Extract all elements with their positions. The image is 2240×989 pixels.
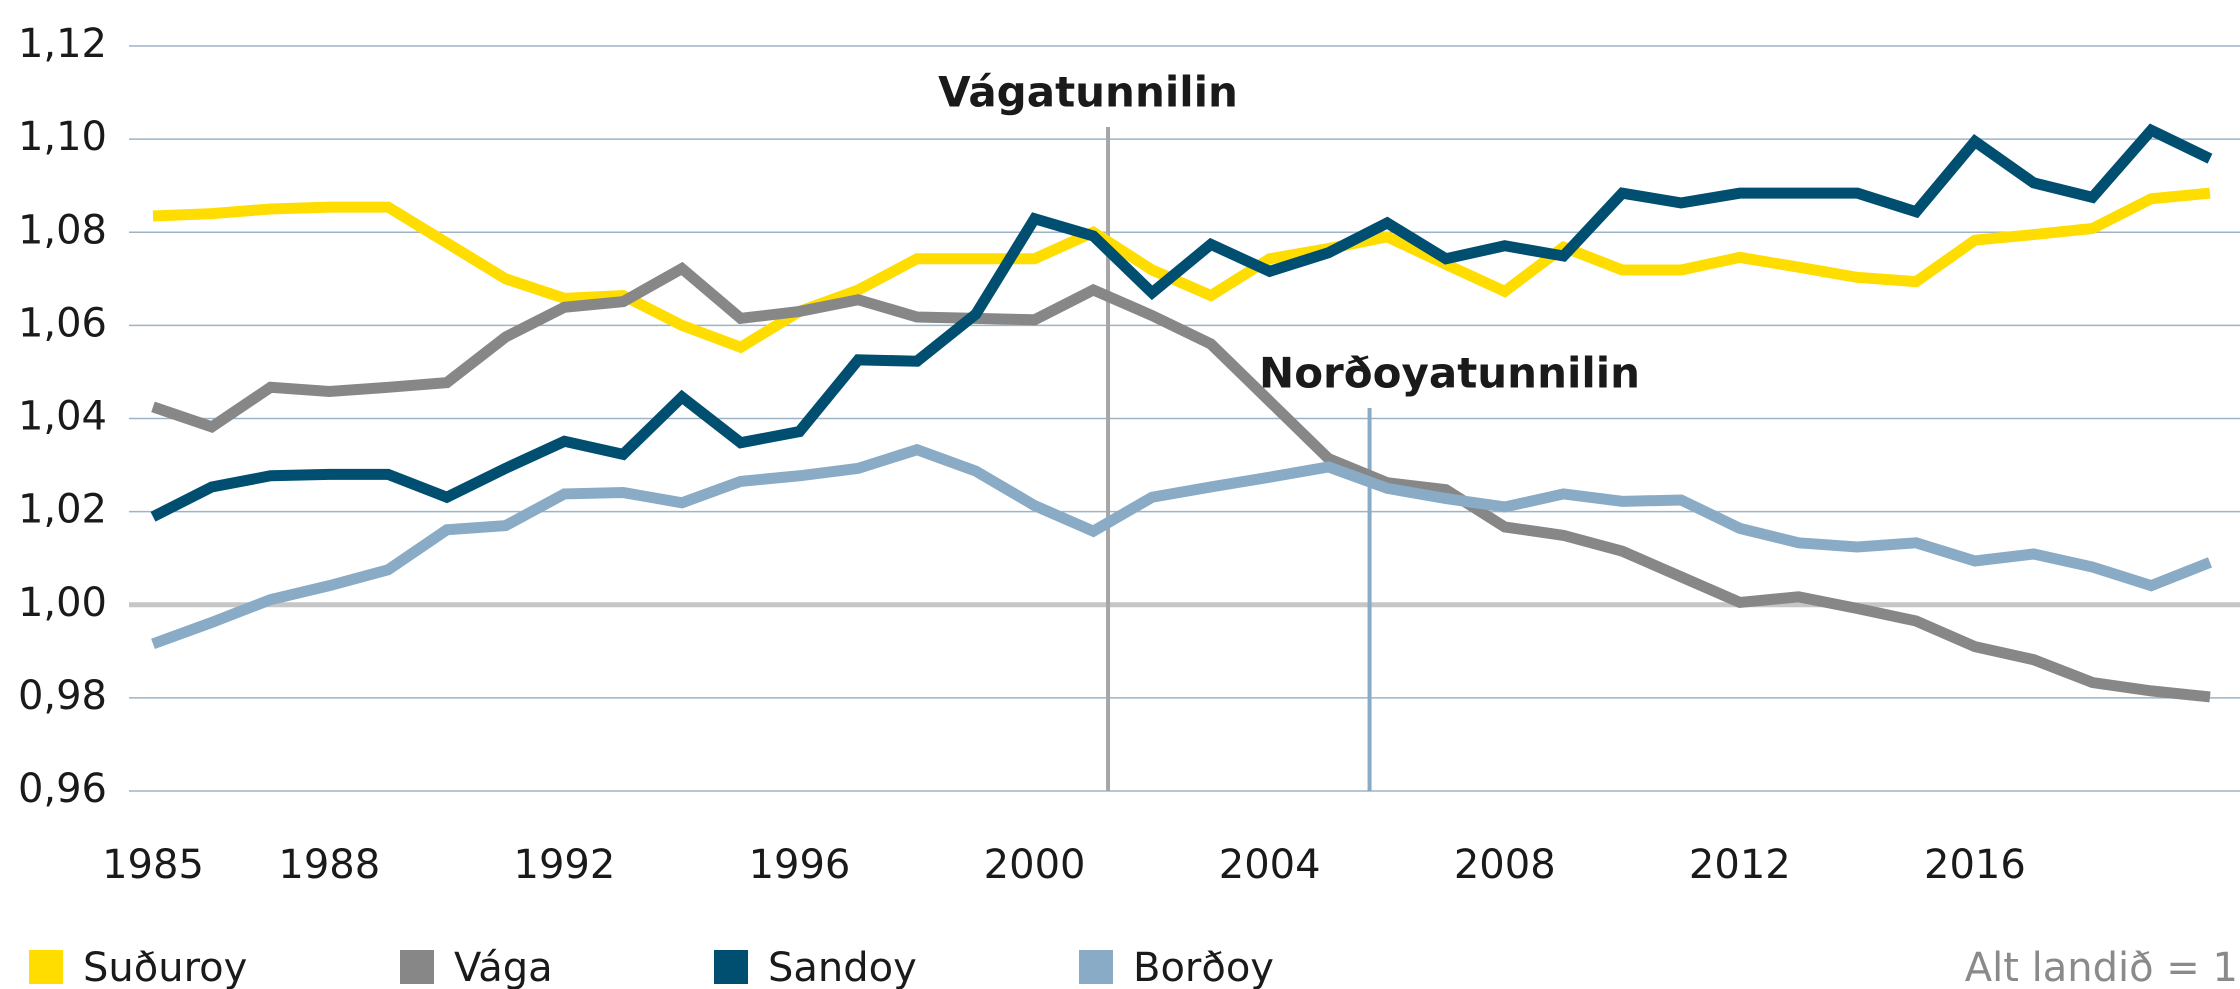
x-tick-label: 2012 — [1689, 842, 1791, 888]
y-tick-label: 0,98 — [18, 673, 107, 719]
x-tick-label: 1996 — [749, 842, 851, 888]
x-tick-label: 2004 — [1219, 842, 1321, 888]
series-line — [151, 261, 2211, 703]
x-tick-label: 1985 — [102, 842, 204, 888]
series-line — [152, 187, 2211, 354]
legend-swatch — [1079, 950, 1113, 984]
y-tick-label: 1,10 — [18, 114, 107, 160]
legend-label: Suðuroy — [83, 945, 247, 989]
y-tick-label: 1,12 — [18, 21, 107, 67]
x-tick-label: 2016 — [1924, 842, 2026, 888]
y-tick-label: 1,02 — [18, 487, 107, 533]
series-line — [151, 443, 2213, 650]
legend-swatch — [29, 950, 63, 984]
legend-swatch — [400, 950, 434, 984]
series-line — [150, 123, 2213, 522]
annotation-label: Vágatunnilin — [938, 68, 1238, 117]
y-tick-label: 1,08 — [18, 207, 107, 253]
x-tick-label: 1992 — [514, 842, 616, 888]
x-tick-label: 2008 — [1454, 842, 1556, 888]
y-tick-label: 1,04 — [18, 394, 107, 440]
legend-label: Vága — [454, 945, 553, 989]
x-tick-label: 2000 — [984, 842, 1086, 888]
x-tick-label: 1988 — [278, 842, 380, 888]
legend-label: Sandoy — [768, 945, 917, 989]
y-tick-label: 1,00 — [18, 580, 107, 626]
note: Alt landið = 1 — [1965, 945, 2238, 989]
y-tick-label: 0,96 — [18, 766, 107, 812]
legend-label: Borðoy — [1133, 945, 1274, 989]
legend-swatch — [714, 950, 748, 984]
annotation-label: Norðoyatunnilin — [1259, 349, 1640, 398]
y-tick-label: 1,06 — [18, 300, 107, 346]
